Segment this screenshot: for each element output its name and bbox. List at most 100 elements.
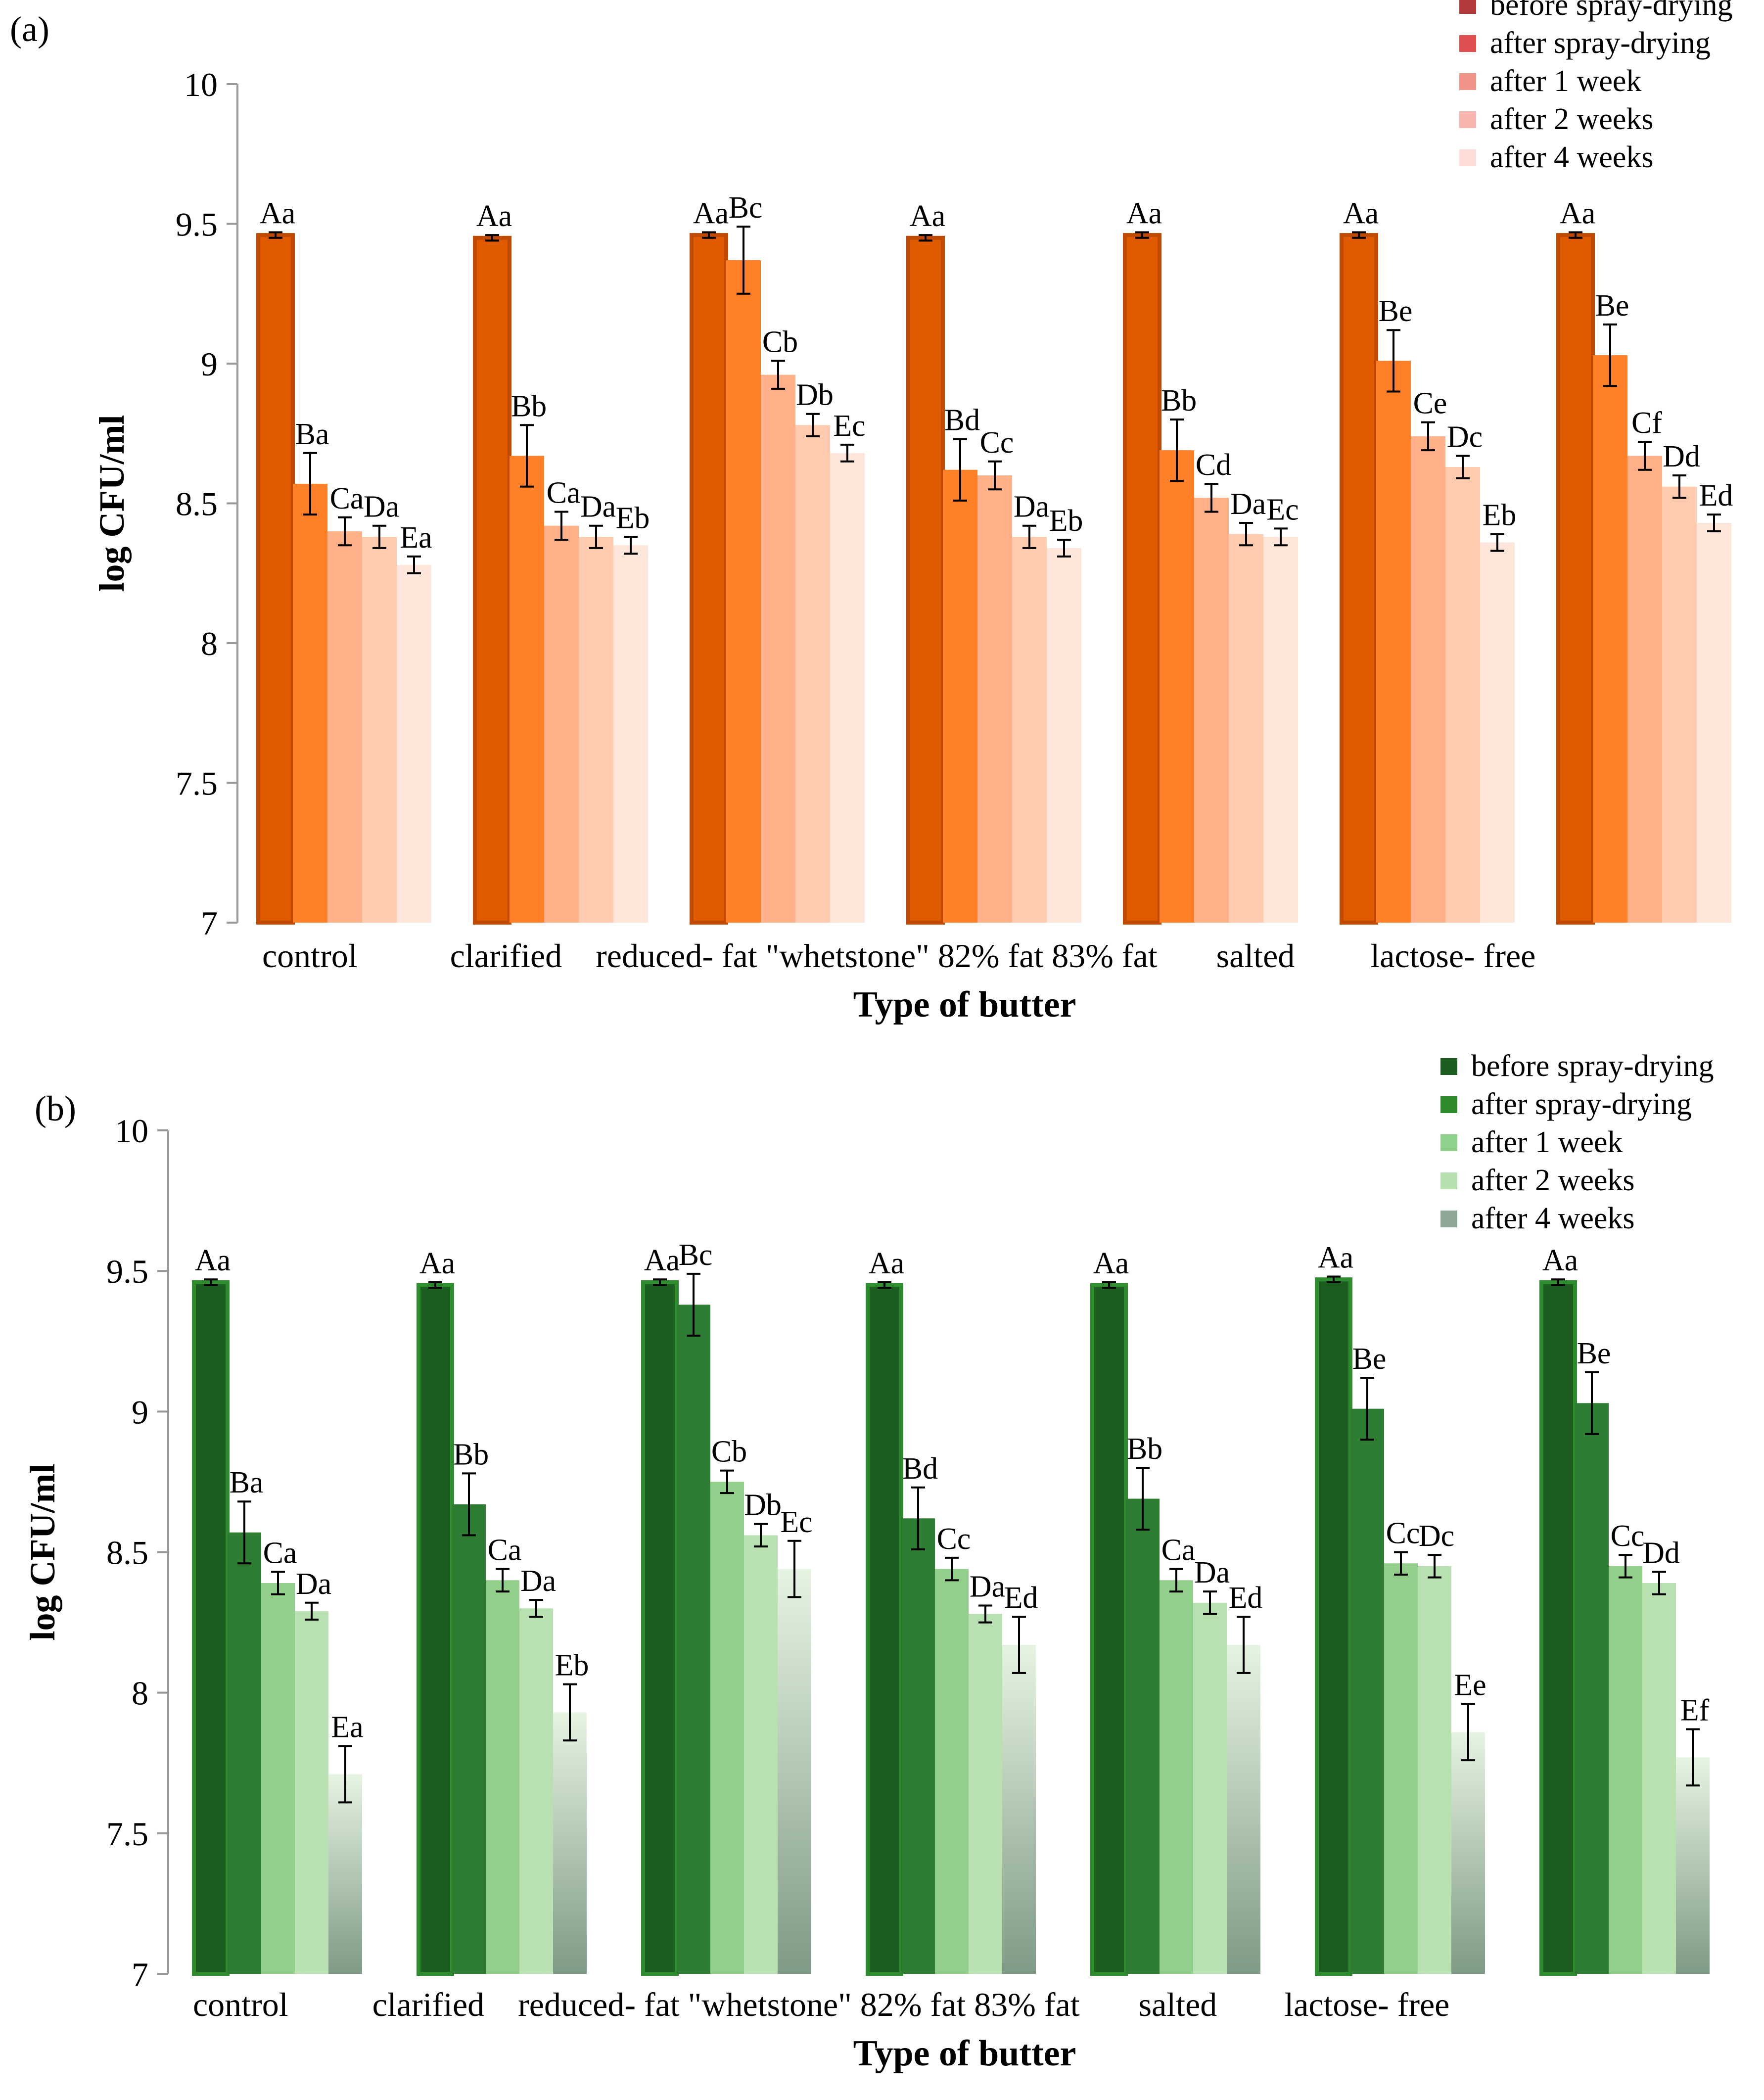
x-axis-title: Type of butter [853,984,1076,1025]
data-label: Ee [1454,1668,1486,1702]
bar-a-series0-group6 [1556,233,1595,925]
data-label: Aa [419,1247,455,1280]
data-label: Aa [1560,196,1595,230]
data-label: Ca [330,482,364,515]
data-label: Bb [453,1438,489,1471]
y-axis-title: log CFU/ml [23,1464,62,1641]
data-label: Ed [1229,1581,1263,1615]
legend-label: after 4 weeks [1490,140,1654,174]
bar-a-series2-group3 [977,475,1012,923]
bar-b-series3-group6 [1642,1583,1676,1974]
bar-a-series3-group5 [1445,467,1480,923]
data-label: Ed [1699,479,1733,513]
panel-label-b: (b) [35,1089,76,1128]
bar-a-series4-group0 [397,564,431,923]
bar-a-series2-group6 [1627,456,1662,923]
data-label: Bc [729,191,763,225]
bar-a-series4-group3 [1047,548,1081,923]
data-label: Dc [1447,420,1483,454]
legend-label: after 1 week [1471,1125,1623,1159]
data-label: Bd [902,1452,938,1486]
bar-a-series3-group0 [362,537,397,923]
legend-swatch [1459,35,1476,52]
y-tick-label: 7 [201,904,218,942]
y-tick-label: 8 [201,625,218,662]
bar-a-series1-group0 [293,483,327,923]
bar-a-series1-group4 [1160,450,1194,923]
bar-b-series3-group0 [295,1611,328,1974]
bar-b-series0-group3 [866,1283,903,1976]
x-category-labels: control clarified reduced- fat "whetston… [193,1986,1449,2023]
chart-panel-b: (b) 7 7.5 8 8.5 9 9.5 10 log CFU/ml Aa Ba Ca Da Ea Aa… [0,1049,1764,2100]
data-label: Ea [400,521,432,555]
data-label: Ca [488,1534,522,1567]
data-label: Da [1194,1556,1230,1589]
bar-a-series3-group1 [579,537,613,923]
legend-label: before spray-drying [1471,1054,1714,1083]
bar-b-series3-group5 [1418,1566,1451,1974]
data-label: Da [1014,490,1049,524]
data-label: Da [580,490,616,524]
data-label: Ba [230,1466,264,1499]
legend-swatch [1459,0,1476,14]
legend-swatch [1440,1172,1457,1189]
data-label: Aa [1318,1241,1353,1275]
bar-b-series2-group1 [486,1580,519,1974]
bar-b-series1-group5 [1350,1408,1384,1974]
data-label: Be [1595,289,1629,323]
bar-a-series0-group2 [690,233,728,925]
bar-a-series1-group6 [1593,355,1627,923]
bar-b-series1-group0 [228,1532,261,1974]
y-tick-label: 7 [132,1956,148,1993]
data-label: Bb [1127,1432,1162,1466]
data-label: Cc [937,1522,971,1556]
bar-a-series1-group5 [1376,361,1411,923]
data-label: Eb [1049,504,1083,538]
x-category-labels: control clarified reduced- fat "whetston… [262,937,1535,975]
bar-b-series0-group4 [1090,1283,1128,1976]
bar-b-series4-group3 [1002,1645,1036,1974]
bar-b-series2-group2 [710,1482,744,1974]
bar-a-series4-group6 [1697,523,1731,923]
legend-label: before spray-drying [1490,0,1733,22]
data-label: Aa [1542,1244,1578,1277]
y-tick-label: 8.5 [106,1534,148,1572]
legend: before spray-drying after spray-drying aft… [1459,0,1733,174]
bar-a-series3-group6 [1662,486,1697,923]
bar-b-series4-group1 [553,1712,587,1974]
data-label: Aa [1126,196,1162,230]
data-label: Cc [980,426,1014,460]
data-label: Ed [1004,1581,1038,1615]
y-tick-label: 8.5 [176,485,218,523]
data-label: Da [296,1567,331,1601]
y-tick-label: 10 [115,1112,148,1150]
bar-b-series1-group1 [452,1504,486,1974]
panel-label-a: (a) [10,9,49,49]
data-label: Db [796,378,834,412]
data-label: Dd [1663,440,1700,473]
bar-a-series1-group2 [726,260,761,923]
legend-label: after spray-drying [1471,1087,1692,1121]
legend-swatch [1440,1096,1457,1113]
legend-swatch [1459,73,1476,90]
legend-swatch [1459,111,1476,128]
data-label: Ca [1161,1534,1196,1567]
data-label: Ec [1266,493,1299,526]
data-label: Ec [833,409,865,443]
y-tick-label: 7.5 [176,765,218,802]
data-label: Db [744,1489,782,1522]
data-label: Dd [1642,1536,1680,1570]
bar-b-series1-group4 [1126,1498,1160,1974]
data-label: Aa [476,199,512,233]
data-label: Aa [910,199,945,233]
bar-b-series0-group2 [641,1280,679,1976]
chart-panel-a: (a) 7 7.5 8 8.5 9 9.5 10 log CFU/ml Aa Ba Ca Da Ea Aa… [0,0,1764,1046]
legend-swatch [1440,1134,1457,1151]
data-label: Bd [944,404,980,437]
bar-a-series4-group2 [830,453,865,923]
data-label: Ef [1680,1694,1710,1727]
y-tick-label: 7.5 [106,1815,148,1853]
bar-b-series2-group6 [1609,1566,1642,1974]
